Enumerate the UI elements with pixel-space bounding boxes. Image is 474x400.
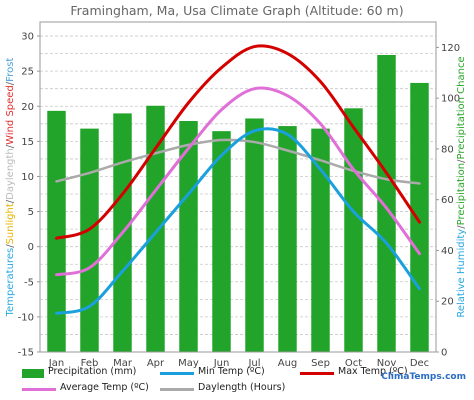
left-tick-label: -10 (18, 312, 34, 323)
legend-swatch (160, 372, 194, 375)
legend-label: Max Temp (ºC) (338, 366, 408, 377)
precipitation-bar (47, 110, 66, 352)
legend-label: Precipitation (mm) (48, 366, 137, 377)
chart-title: Framingham, Ma, Usa Climate Graph (Altit… (70, 3, 404, 18)
left-tick-label: 20 (21, 102, 34, 113)
precipitation-bar (410, 82, 429, 352)
legend-label: Average Temp (ºC) (60, 382, 149, 393)
left-tick-label: 5 (28, 207, 34, 218)
right-tick-label: 120 (441, 43, 460, 54)
left-tick-label: 0 (28, 242, 34, 253)
bar-layer (47, 55, 429, 353)
x-tick-label: Nov (377, 358, 397, 369)
precipitation-bar (377, 55, 396, 352)
left-axis-title-part: Sunlight (5, 203, 16, 244)
x-tick-label: May (178, 358, 199, 369)
left-axis-title-part: Wind Speed (5, 85, 16, 145)
average-temp-line (55, 86, 421, 277)
line-layer (55, 44, 421, 315)
left-tick-label: -5 (24, 277, 34, 288)
precipitation-bar (146, 105, 165, 353)
left-axis-title-part: Frost (5, 58, 16, 82)
legend-label: Daylength (Hours) (198, 382, 286, 393)
x-tick-label: Jan (48, 358, 64, 369)
left-axis-title-part: / (5, 199, 16, 203)
plot-frame (39, 21, 437, 353)
precipitation-bar (311, 128, 330, 352)
legend-swatch (300, 372, 334, 375)
axis-layer: -15 -10 -5 0 5 10 15 20 25 30 0 20 40 60 80 100 120 Jan Fe… (5, 21, 467, 369)
precipitation-bar (344, 108, 363, 352)
legend-label: Min Temp (ºC) (198, 366, 265, 377)
legend-swatch (22, 388, 56, 391)
right-tick-label: 20 (441, 297, 454, 308)
precipitation-bar (212, 131, 231, 352)
right-tick-label: 40 (441, 246, 454, 257)
right-axis-title-part: / (456, 225, 467, 229)
precipitation-bar (245, 118, 264, 352)
left-axis-title-part: / (5, 144, 16, 148)
min-temp-line (55, 127, 421, 315)
left-axis-title-part: / (5, 244, 16, 248)
left-axis-title-part: / (5, 81, 16, 85)
right-axis-title-part: Precipitation Chance (456, 56, 467, 159)
left-tick-label: 10 (21, 172, 34, 183)
right-tick-label: 80 (441, 144, 454, 155)
right-tick-label: 100 (441, 94, 460, 105)
max-temp-line (55, 44, 421, 240)
x-tick-label: Apr (147, 358, 165, 369)
brand-logo: ClimaTemps.com (381, 372, 466, 382)
left-tick-label: 25 (21, 67, 34, 78)
precipitation-bar (179, 121, 198, 352)
x-tick-label: Dec (410, 358, 429, 369)
right-tick-label: 0 (441, 348, 447, 359)
x-tick-label: Feb (81, 358, 99, 369)
x-tick-label: Jun (213, 358, 230, 369)
legend-swatch (160, 388, 194, 391)
legend-swatch (22, 369, 44, 378)
x-tick-label: Sep (311, 358, 330, 369)
right-axis-title-part: Relative Humidity (456, 229, 467, 318)
left-axis-title-part: Temperatures (5, 248, 16, 318)
left-tick-label: 15 (21, 137, 34, 148)
x-tick-label: Oct (345, 358, 362, 369)
left-axis-title: Temperatures/Sunlight/Daylength/Wind Spe… (5, 58, 16, 318)
left-tick-label: -15 (18, 348, 34, 359)
precipitation-bar (278, 126, 297, 352)
x-tick-label: Mar (113, 358, 133, 369)
x-tick-label: Aug (278, 358, 298, 369)
precipitation-bar (80, 128, 99, 352)
daylength-temp-line (55, 138, 421, 185)
x-tick-label: Jul (247, 358, 260, 369)
right-axis-title: Relative Humidity/Precipitation/Precipit… (456, 56, 467, 317)
right-axis-title-part: / (456, 159, 467, 163)
left-axis-title-part: Daylength (5, 148, 16, 200)
right-axis-title-part: Precipitation (456, 163, 467, 226)
left-tick-label: 30 (21, 32, 34, 43)
right-tick-label: 60 (441, 195, 454, 206)
